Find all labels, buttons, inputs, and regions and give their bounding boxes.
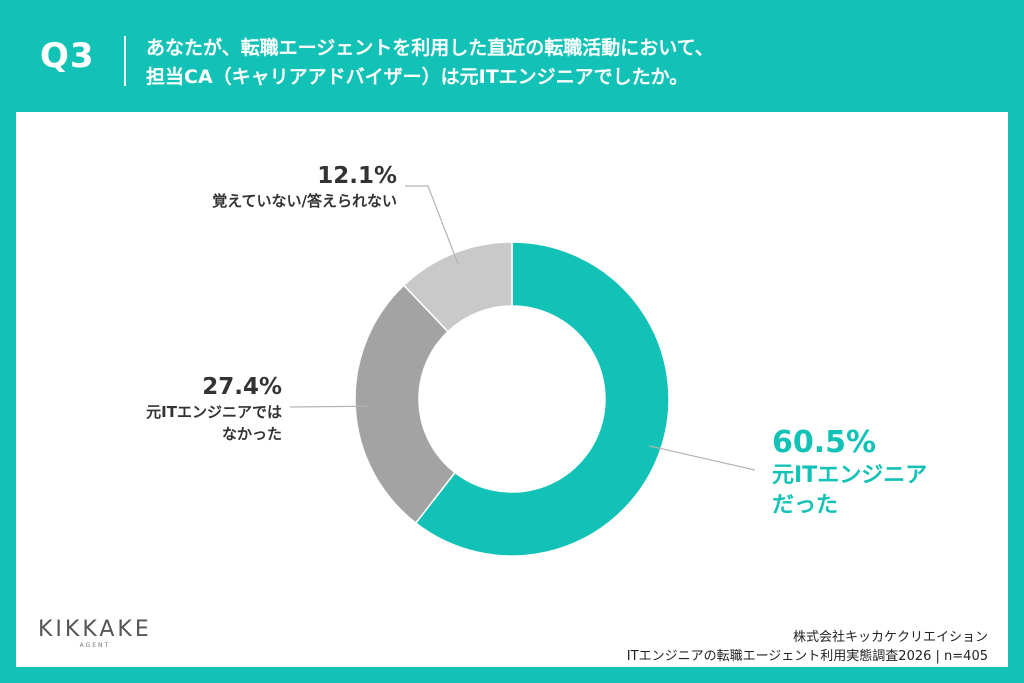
category-label-former-engineer-1: 元ITエンジニア bbox=[772, 463, 928, 488]
slice-unknown bbox=[402, 241, 513, 333]
category-label-not-former-engineer-2: なかった bbox=[221, 425, 282, 443]
source-company: 株式会社キッカケクリエイション bbox=[792, 630, 988, 645]
value-label-former-engineer: 60.5% bbox=[772, 425, 877, 460]
source-note: 株式会社キッカケクリエイション ITエンジニアの転職エージェント利用実態調査20… bbox=[627, 628, 988, 666]
question-number: Q3 bbox=[40, 36, 95, 76]
chart-card bbox=[16, 112, 1008, 667]
leader-former-engineer bbox=[649, 445, 756, 471]
logo-subtext: AGENT bbox=[79, 642, 111, 649]
slice-not-former-engineer bbox=[354, 284, 457, 525]
label-unknown: 12.1% 覚えていない/答えられない bbox=[145, 162, 397, 212]
category-label-former-engineer-2: だった bbox=[772, 493, 839, 518]
value-label-unknown: 12.1% bbox=[317, 163, 397, 189]
slice-former-engineer bbox=[414, 241, 670, 557]
header: Q3 あなたが、転職エージェントを利用した直近の転職活動において、 担当CA（キ… bbox=[0, 0, 1024, 112]
label-former-engineer: 60.5% 元ITエンジニア だった bbox=[772, 425, 927, 521]
question-line-1: あなたが、転職エージェントを利用した直近の転職活動において、 bbox=[146, 37, 714, 59]
label-not-former-engineer: 27.4% 元ITエンジニアでは なかった bbox=[90, 373, 282, 445]
value-label-not-former-engineer: 27.4% bbox=[202, 374, 282, 400]
brand-logo: KIKKAKE AGENT bbox=[38, 617, 152, 650]
logo-text: KIKKAKE bbox=[38, 617, 152, 642]
leader-unknown bbox=[405, 185, 459, 265]
leader-not-former-engineer bbox=[289, 405, 368, 408]
question-line-2: 担当CA（キャリアアドバイザー）は元ITエンジニアでしたか。 bbox=[146, 66, 689, 88]
header-divider bbox=[124, 36, 126, 86]
source-survey: ITエンジニアの転職エージェント利用実態調査2026 | n=405 bbox=[626, 649, 988, 664]
category-label-not-former-engineer-1: 元ITエンジニアでは bbox=[146, 403, 282, 421]
question-text: あなたが、転職エージェントを利用した直近の転職活動において、 担当CA（キャリア… bbox=[146, 34, 1006, 92]
category-label-unknown: 覚えていない/答えられない bbox=[212, 192, 397, 210]
